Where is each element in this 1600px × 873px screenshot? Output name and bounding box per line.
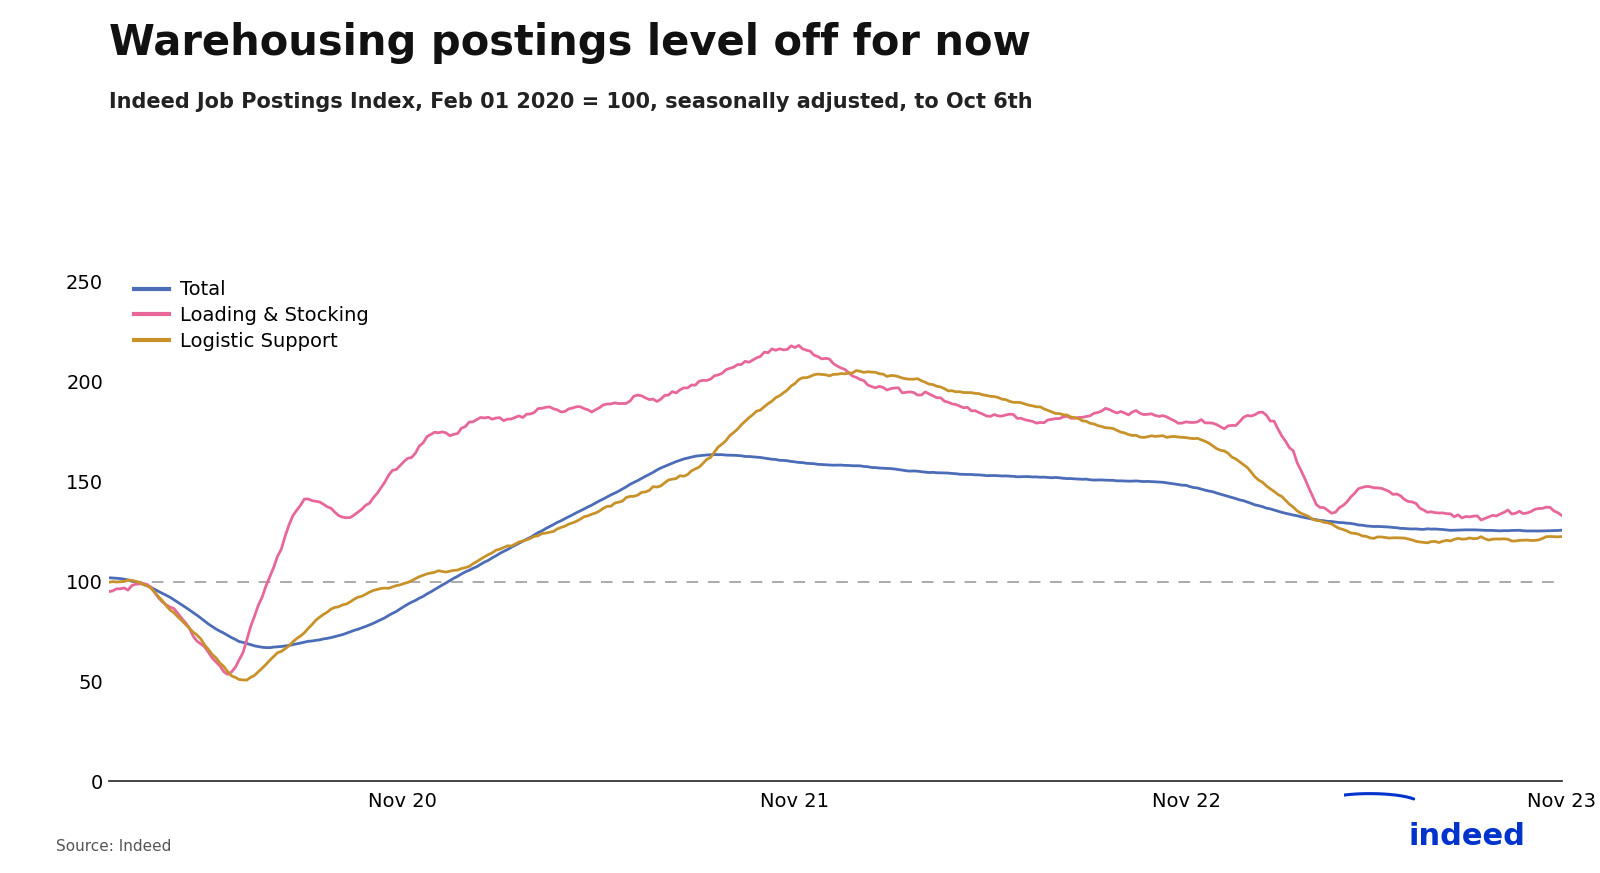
Total: [99, 573, 118, 583]
Logistic Support: [1552, 532, 1571, 542]
Line: Loading & Stocking: Loading & Stocking: [109, 346, 1562, 675]
Logistic Support: [846, 365, 866, 375]
Loading & Stocking: [789, 340, 808, 351]
Loading & Stocking: [750, 351, 770, 361]
Total: [261, 643, 280, 653]
Line: Logistic Support: Logistic Support: [109, 370, 1562, 680]
Logistic Support: [1219, 448, 1238, 458]
Total: [1184, 482, 1203, 492]
Legend: Total, Loading & Stocking, Logistic Support: Total, Loading & Stocking, Logistic Supp…: [126, 272, 376, 359]
Total: [1552, 525, 1571, 535]
Loading & Stocking: [1219, 421, 1238, 431]
Loading & Stocking: [909, 390, 928, 401]
Loading & Stocking: [1184, 417, 1203, 428]
Loading & Stocking: [363, 492, 382, 503]
Total: [363, 618, 382, 629]
Text: Warehousing postings level off for now: Warehousing postings level off for now: [109, 22, 1030, 64]
Logistic Support: [1184, 433, 1203, 443]
Text: Indeed Job Postings Index, Feb 01 2020 = 100, seasonally adjusted, to Oct 6th: Indeed Job Postings Index, Feb 01 2020 =…: [109, 92, 1032, 112]
Total: [970, 470, 989, 480]
Line: Total: Total: [109, 455, 1562, 648]
Text: Source: Indeed: Source: Indeed: [56, 839, 171, 854]
Logistic Support: [750, 405, 770, 416]
Total: [755, 453, 774, 464]
Total: [706, 450, 725, 460]
Logistic Support: [909, 374, 928, 384]
Loading & Stocking: [99, 587, 118, 597]
Total: [909, 466, 928, 477]
Logistic Support: [237, 675, 256, 685]
Loading & Stocking: [970, 408, 989, 418]
Loading & Stocking: [218, 670, 237, 680]
Total: [1219, 491, 1238, 502]
Loading & Stocking: [1552, 510, 1571, 520]
Logistic Support: [99, 577, 118, 588]
Logistic Support: [363, 585, 382, 595]
Text: indeed: indeed: [1408, 821, 1526, 850]
Logistic Support: [970, 388, 989, 399]
